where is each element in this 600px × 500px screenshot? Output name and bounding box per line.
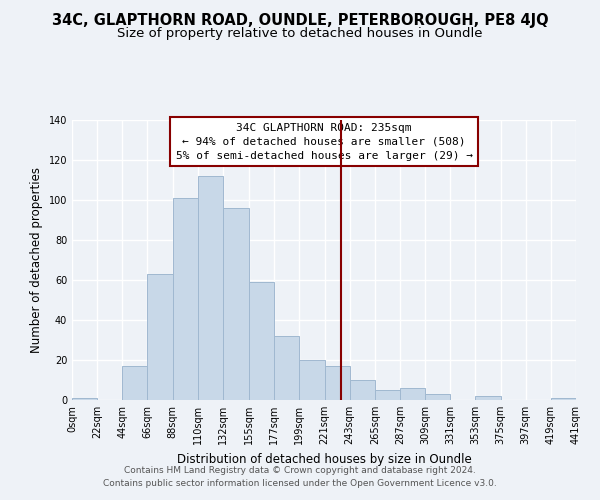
Text: 34C GLAPTHORN ROAD: 235sqm
← 94% of detached houses are smaller (508)
5% of semi: 34C GLAPTHORN ROAD: 235sqm ← 94% of deta…: [176, 123, 473, 161]
Bar: [350, 380, 375, 400]
Bar: [148, 274, 173, 400]
Text: Contains HM Land Registry data © Crown copyright and database right 2024.
Contai: Contains HM Land Registry data © Crown c…: [103, 466, 497, 487]
Text: 34C, GLAPTHORN ROAD, OUNDLE, PETERBOROUGH, PE8 4JQ: 34C, GLAPTHORN ROAD, OUNDLE, PETERBOROUG…: [52, 12, 548, 28]
Bar: [173, 198, 198, 400]
Bar: [122, 366, 148, 400]
Bar: [274, 336, 299, 400]
Y-axis label: Number of detached properties: Number of detached properties: [30, 167, 43, 353]
Bar: [299, 360, 325, 400]
Bar: [325, 366, 350, 400]
Bar: [72, 398, 97, 400]
Bar: [425, 394, 450, 400]
Bar: [375, 390, 400, 400]
Bar: [475, 396, 500, 400]
Bar: [249, 282, 274, 400]
X-axis label: Distribution of detached houses by size in Oundle: Distribution of detached houses by size …: [176, 452, 472, 466]
Bar: [198, 176, 223, 400]
Bar: [551, 398, 576, 400]
Text: Size of property relative to detached houses in Oundle: Size of property relative to detached ho…: [117, 28, 483, 40]
Bar: [223, 208, 249, 400]
Bar: [400, 388, 425, 400]
